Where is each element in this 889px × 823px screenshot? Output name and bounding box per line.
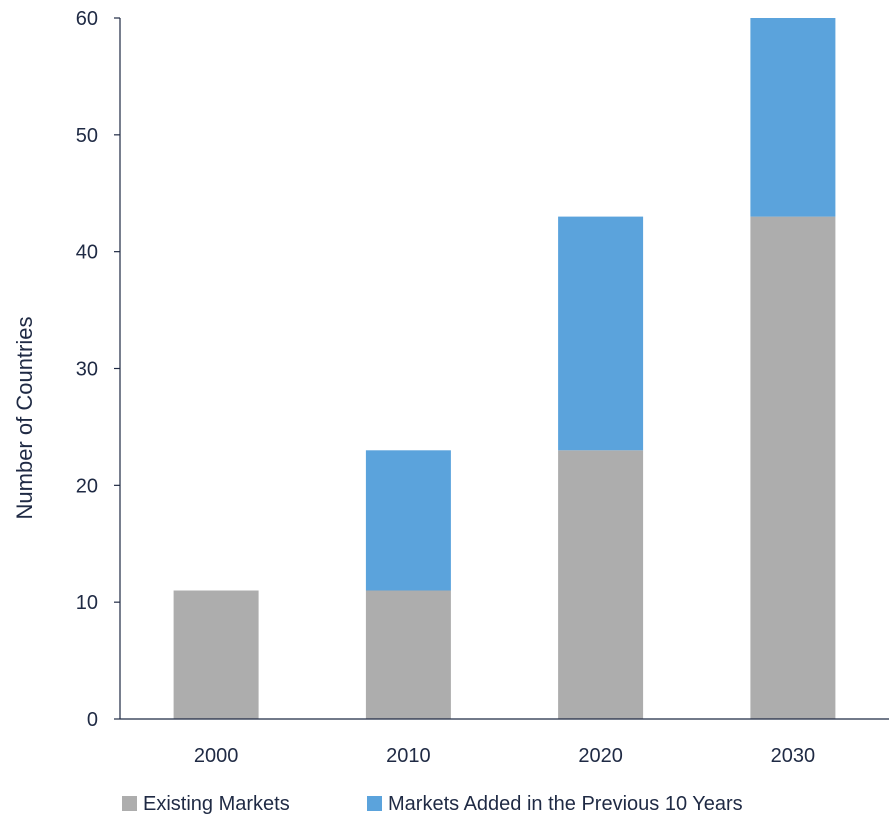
x-tick-label-2030: 2030 (771, 745, 816, 767)
bar-existing-2030 (750, 216, 836, 719)
y-tick-label-20: 20 (76, 475, 98, 497)
legend-swatch-0 (122, 796, 137, 811)
x-tick-label-2020: 2020 (578, 745, 623, 767)
bar-existing-2010 (365, 590, 451, 719)
bar-existing-2000 (173, 590, 259, 719)
y-tick-label-60: 60 (76, 8, 98, 30)
legend-label-1: Markets Added in the Previous 10 Years (388, 793, 743, 815)
bar-existing-2020 (558, 450, 644, 719)
x-tick-label-2010: 2010 (386, 745, 431, 767)
bar-added-2030 (750, 18, 836, 217)
x-tick-label-2000: 2000 (194, 745, 239, 767)
y-axis-title: Number of Countries (12, 317, 37, 520)
legend-label-0: Existing Markets (143, 793, 290, 815)
bar-added-2020 (558, 216, 644, 451)
y-tick-label-30: 30 (76, 359, 98, 381)
legend-swatch-1 (367, 796, 382, 811)
bar-added-2010 (365, 450, 451, 591)
y-tick-label-50: 50 (76, 125, 98, 147)
y-tick-label-0: 0 (87, 709, 98, 731)
y-tick-label-40: 40 (76, 242, 98, 264)
y-tick-label-10: 10 (76, 592, 98, 614)
